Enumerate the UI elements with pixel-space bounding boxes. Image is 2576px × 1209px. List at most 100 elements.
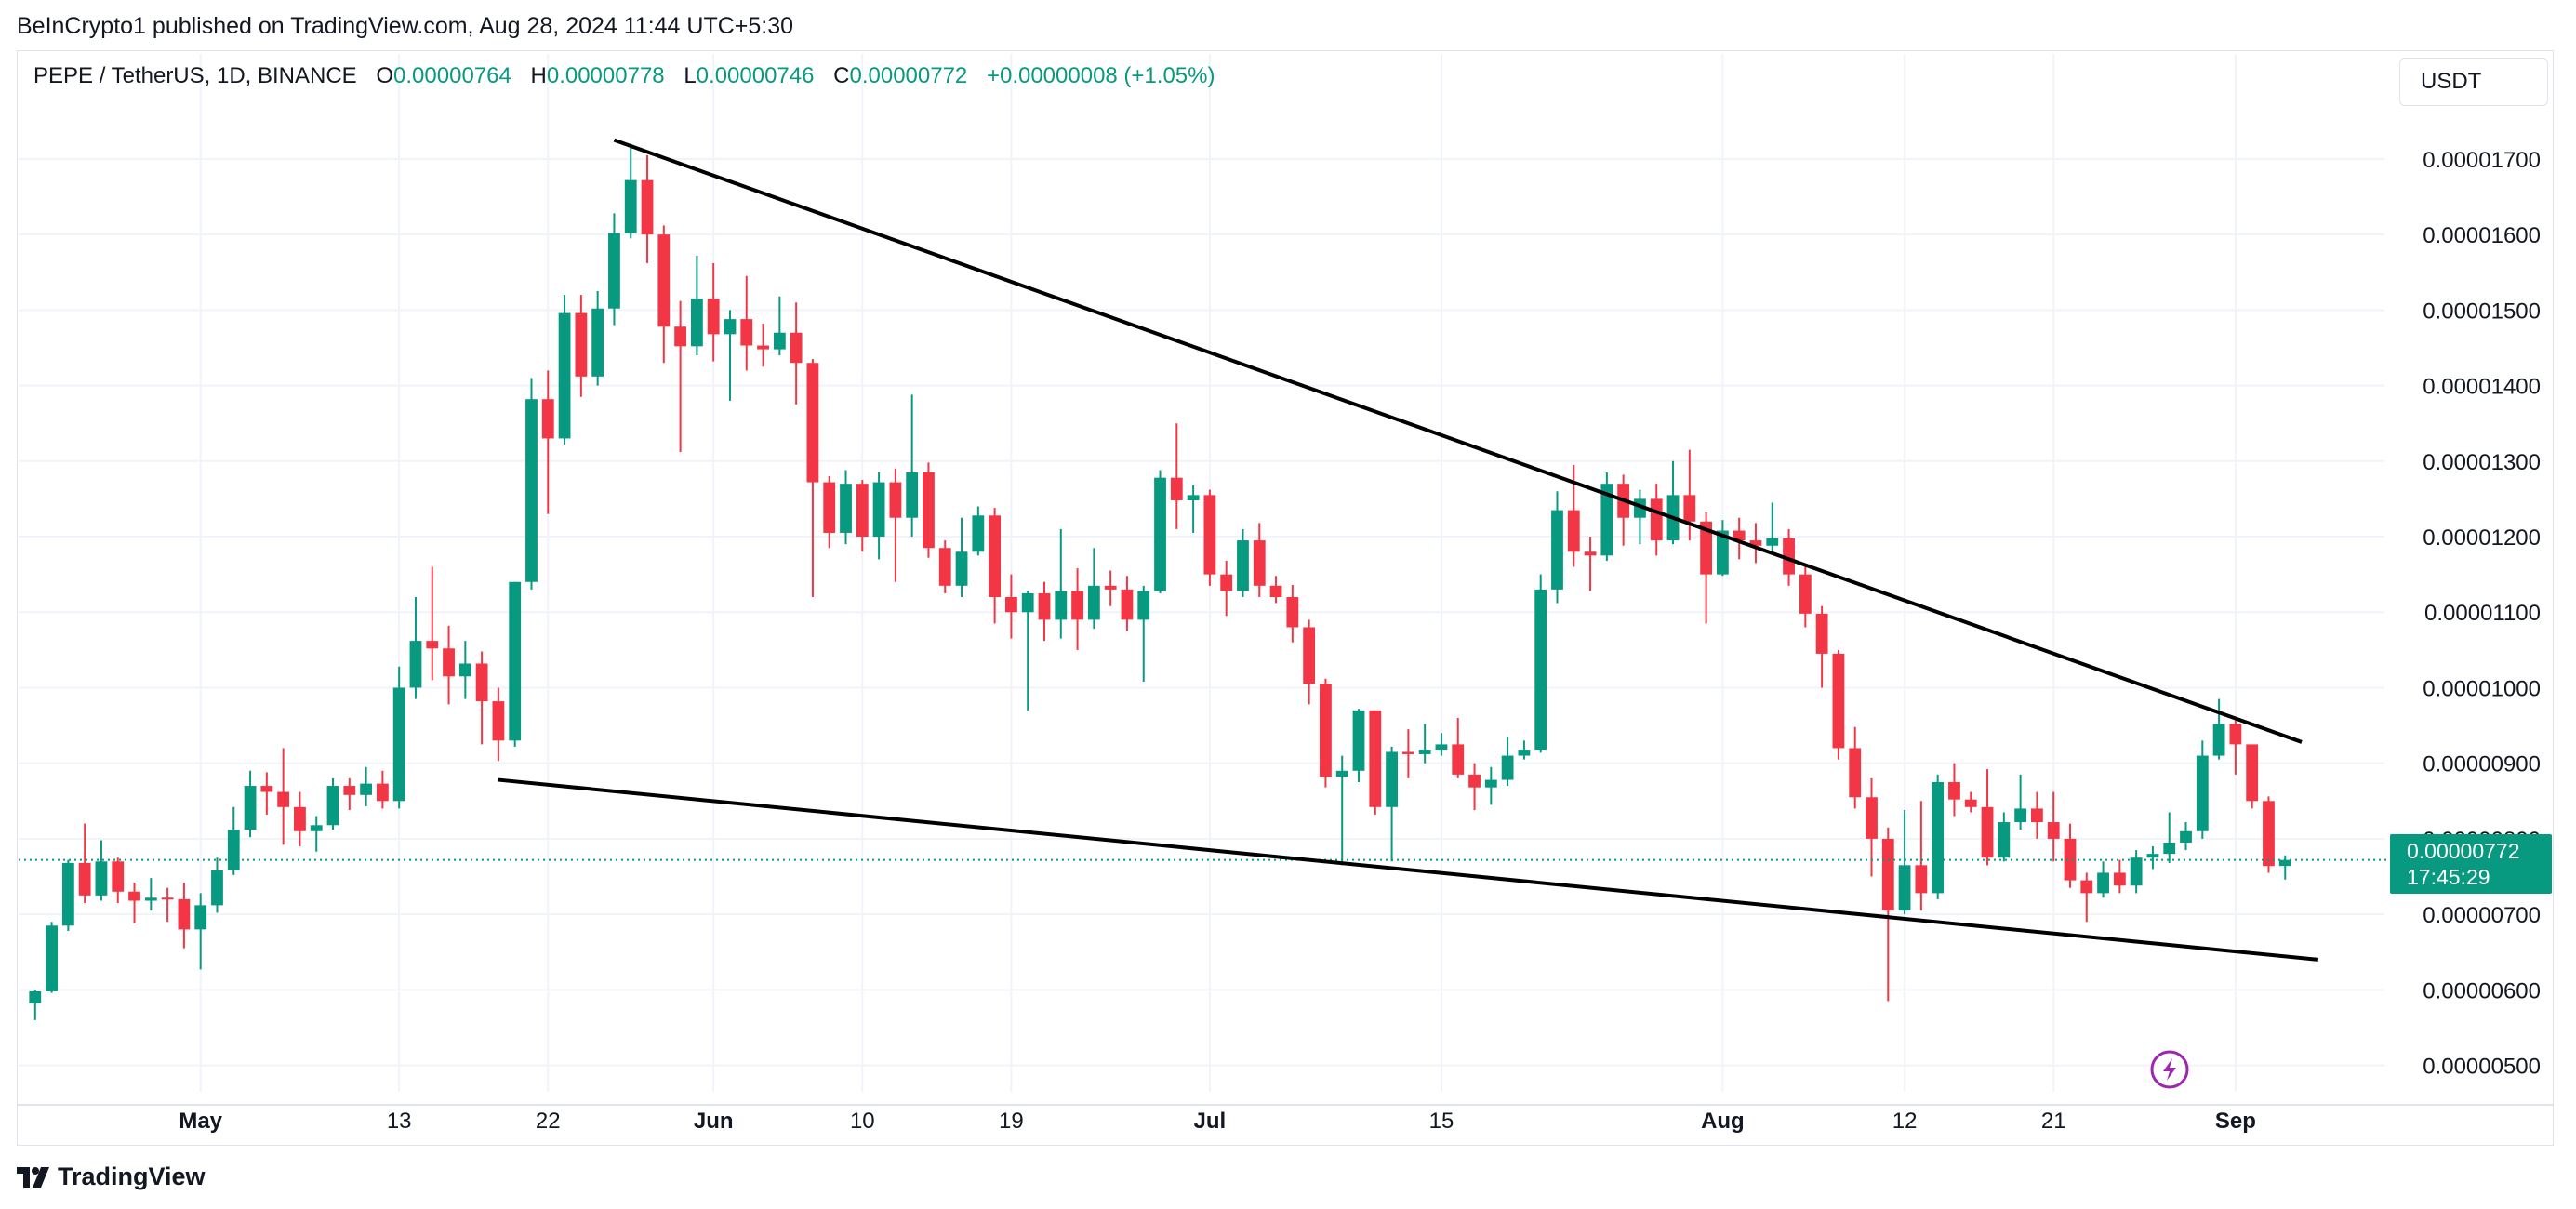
- bullish-candle[interactable]: [1766, 538, 1779, 546]
- bearish-candle[interactable]: [674, 326, 687, 347]
- bullish-candle[interactable]: [1501, 755, 1514, 780]
- bearish-candle[interactable]: [1369, 710, 1382, 807]
- bullish-candle[interactable]: [61, 862, 74, 926]
- bearish-candle[interactable]: [1815, 613, 1828, 654]
- tradingview-footer[interactable]: TradingView: [17, 1162, 206, 1191]
- bullish-candle[interactable]: [1484, 779, 1497, 788]
- bullish-candle[interactable]: [955, 551, 968, 586]
- bullish-candle[interactable]: [1418, 750, 1431, 754]
- bearish-candle[interactable]: [1468, 774, 1481, 788]
- bullish-candle[interactable]: [690, 299, 703, 347]
- bearish-candle[interactable]: [1220, 574, 1233, 591]
- bullish-candle[interactable]: [2097, 872, 2109, 894]
- bearish-candle[interactable]: [1733, 530, 1746, 541]
- bearish-candle[interactable]: [1286, 597, 1299, 628]
- bearish-candle[interactable]: [1700, 521, 1713, 575]
- bullish-candle[interactable]: [1435, 744, 1448, 751]
- bullish-candle[interactable]: [211, 870, 223, 906]
- bullish-candle[interactable]: [1534, 589, 1547, 751]
- bearish-candle[interactable]: [757, 345, 769, 350]
- bearish-candle[interactable]: [1783, 538, 1795, 575]
- bearish-candle[interactable]: [989, 515, 1002, 597]
- bearish-candle[interactable]: [1203, 495, 1216, 575]
- bearish-candle[interactable]: [294, 806, 306, 831]
- bullish-candle[interactable]: [525, 399, 538, 582]
- bearish-candle[interactable]: [1170, 477, 1183, 501]
- bearish-candle[interactable]: [1866, 797, 1878, 839]
- bullish-candle[interactable]: [194, 905, 207, 930]
- bullish-candle[interactable]: [2212, 724, 2225, 756]
- bullish-candle[interactable]: [1551, 510, 1563, 590]
- bullish-candle[interactable]: [46, 925, 58, 991]
- bearish-candle[interactable]: [2263, 801, 2275, 867]
- bearish-candle[interactable]: [492, 701, 505, 741]
- support-trendline[interactable]: [498, 777, 2319, 962]
- bearish-candle[interactable]: [1749, 540, 1762, 546]
- bearish-candle[interactable]: [740, 319, 753, 346]
- bearish-candle[interactable]: [657, 234, 671, 327]
- bearish-candle[interactable]: [2031, 808, 2043, 823]
- bearish-candle[interactable]: [112, 861, 125, 892]
- bullish-candle[interactable]: [326, 786, 339, 826]
- bearish-candle[interactable]: [889, 482, 902, 518]
- bearish-candle[interactable]: [1650, 498, 1663, 541]
- bullish-candle[interactable]: [29, 990, 42, 1003]
- bullish-candle[interactable]: [608, 232, 620, 309]
- bullish-candle[interactable]: [624, 179, 637, 233]
- bearish-candle[interactable]: [1005, 597, 1017, 613]
- bearish-candle[interactable]: [343, 786, 356, 795]
- bullish-candle[interactable]: [972, 515, 985, 552]
- bullish-candle[interactable]: [1137, 591, 1150, 620]
- bearish-candle[interactable]: [128, 891, 140, 901]
- bearish-candle[interactable]: [2047, 822, 2060, 839]
- bearish-candle[interactable]: [475, 663, 488, 702]
- bearish-candle[interactable]: [178, 898, 191, 930]
- bearish-candle[interactable]: [1964, 799, 1977, 807]
- bearish-candle[interactable]: [641, 179, 654, 235]
- bullish-candle[interactable]: [2278, 859, 2291, 867]
- bearish-candle[interactable]: [790, 332, 803, 364]
- bearish-candle[interactable]: [426, 641, 439, 649]
- bullish-candle[interactable]: [1335, 770, 1348, 777]
- bearish-candle[interactable]: [1584, 551, 1597, 556]
- bullish-candle[interactable]: [2163, 842, 2176, 855]
- bearish-candle[interactable]: [856, 484, 869, 538]
- bearish-candle[interactable]: [1303, 627, 1316, 684]
- bearish-candle[interactable]: [443, 648, 455, 677]
- bullish-candle[interactable]: [1898, 865, 1911, 911]
- bullish-candle[interactable]: [2014, 808, 2027, 823]
- bullish-candle[interactable]: [906, 472, 919, 518]
- bullish-candle[interactable]: [872, 482, 885, 538]
- bullish-candle[interactable]: [2146, 854, 2159, 858]
- bullish-candle[interactable]: [2196, 755, 2209, 831]
- bearish-candle[interactable]: [2229, 724, 2242, 745]
- bearish-candle[interactable]: [1683, 495, 1696, 522]
- bullish-candle[interactable]: [724, 319, 737, 335]
- bearish-candle[interactable]: [1915, 865, 1928, 894]
- bearish-candle[interactable]: [376, 783, 389, 802]
- bullish-candle[interactable]: [1237, 540, 1249, 591]
- bullish-candle[interactable]: [227, 830, 240, 871]
- bearish-candle[interactable]: [806, 363, 819, 483]
- symbol-title[interactable]: PEPE / TetherUS, 1D, BINANCE: [33, 63, 357, 88]
- bullish-candle[interactable]: [2180, 830, 2192, 843]
- bearish-candle[interactable]: [1799, 574, 1812, 614]
- bullish-candle[interactable]: [1932, 781, 1945, 894]
- bullish-candle[interactable]: [1352, 710, 1365, 771]
- bullish-candle[interactable]: [773, 332, 786, 350]
- bullish-candle[interactable]: [1021, 592, 1034, 613]
- bearish-candle[interactable]: [2246, 744, 2259, 802]
- bearish-candle[interactable]: [1269, 585, 1282, 597]
- resistance-trendline[interactable]: [613, 138, 2303, 744]
- currency-selector-button[interactable]: USDT: [2399, 58, 2548, 106]
- bearish-candle[interactable]: [1253, 540, 1266, 586]
- bullish-candle[interactable]: [144, 897, 157, 901]
- bullish-candle[interactable]: [1154, 477, 1166, 591]
- bullish-candle[interactable]: [409, 641, 422, 688]
- bearish-candle[interactable]: [1567, 510, 1580, 552]
- bearish-candle[interactable]: [1121, 589, 1134, 620]
- bullish-candle[interactable]: [509, 581, 522, 741]
- bullish-candle[interactable]: [1716, 530, 1729, 575]
- bullish-candle[interactable]: [1518, 750, 1531, 756]
